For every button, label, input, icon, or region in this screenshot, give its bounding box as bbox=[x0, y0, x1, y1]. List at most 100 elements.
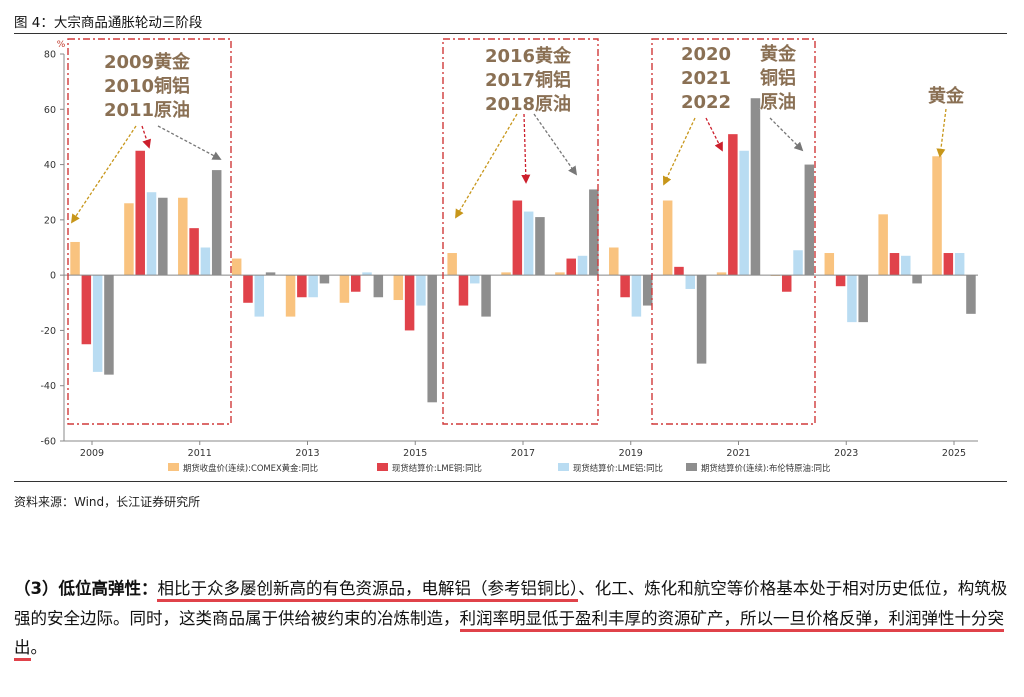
annotation-2020-2022: 2020 2021 2022 bbox=[681, 44, 731, 113]
y-tick-label: -20 bbox=[40, 326, 56, 337]
annotation-2016-2018-line: 2018原油 bbox=[485, 93, 571, 115]
bar-2024-s4 bbox=[912, 275, 922, 284]
bar-2017-s1 bbox=[501, 272, 511, 276]
bar-2020-s3 bbox=[685, 275, 696, 289]
x-tick-label: 2009 bbox=[80, 448, 104, 459]
bar-2018-s2 bbox=[566, 258, 576, 276]
bar-2018-s1 bbox=[555, 272, 565, 276]
arrow-gray-2011 bbox=[157, 125, 222, 160]
bar-2010-s2 bbox=[135, 150, 145, 276]
bar-2020-s2 bbox=[674, 266, 684, 276]
source-note: 资料来源：Wind，长江证券研究所 bbox=[14, 495, 201, 509]
x-tick-label: 2025 bbox=[942, 448, 966, 459]
bar-2015-s4 bbox=[427, 275, 437, 403]
bar-2016-s2 bbox=[458, 275, 469, 306]
bar-2017-s2 bbox=[512, 200, 523, 276]
x-tick-label: 2011 bbox=[188, 448, 212, 459]
bar-2010-s4 bbox=[158, 197, 168, 276]
bar-2018-s3 bbox=[577, 255, 588, 276]
bar-2023-s4 bbox=[858, 275, 868, 323]
bar-2019-s4 bbox=[642, 275, 653, 306]
x-tick-label: 2021 bbox=[726, 448, 750, 459]
annotation-2016-2018: 2016黄金 2017铜铝 2018原油 bbox=[485, 45, 572, 115]
highlight-box-2009-2011 bbox=[67, 38, 232, 425]
legend-label-2: 现货结算价:LME铜:同比 bbox=[392, 463, 482, 473]
x-tick-label: 2017 bbox=[511, 448, 535, 459]
annotation-2009-2011-line: 2010铜铝 bbox=[104, 75, 190, 97]
bar-chart: 80 60 40 20 0 -20 -40 -60% 2009 2011 2013 2015 2017 2… bbox=[40, 38, 978, 473]
legend-label-3: 现货结算价:LME铝:同比 bbox=[573, 463, 663, 473]
bar-2014-s4 bbox=[373, 275, 384, 298]
arrow-red-2021 bbox=[705, 117, 723, 152]
bar-2025-s2 bbox=[943, 253, 954, 276]
legend-swatch-3 bbox=[558, 463, 569, 471]
annotation-2009-2011-line: 2011原油 bbox=[104, 99, 190, 121]
bar-2022-s2 bbox=[781, 275, 792, 292]
underlined-text-2: 利润率明显低于盈利丰厚的资源矿产，所以一旦价格反弹，利润弹性十分突出 bbox=[14, 608, 1004, 661]
bar-2014-s3 bbox=[362, 272, 372, 276]
bar-2019-s3 bbox=[631, 275, 642, 317]
bar-2009-s3 bbox=[92, 275, 103, 372]
arrow-gold-2016 bbox=[455, 113, 518, 219]
annotation-gold-2025: 黄金 bbox=[928, 85, 965, 107]
bar-2012-s1 bbox=[231, 258, 242, 276]
bar-2010-s1 bbox=[124, 203, 134, 276]
bar-2012-s2 bbox=[243, 275, 253, 303]
bottom-rule bbox=[14, 481, 1007, 482]
bar-2015-s2 bbox=[404, 275, 415, 331]
bar-2014-s2 bbox=[350, 275, 361, 292]
bar-2016-s1 bbox=[447, 253, 457, 276]
bar-2022-s3 bbox=[793, 250, 803, 276]
highlight-box-2020-2022 bbox=[651, 38, 816, 425]
legend-swatch-1 bbox=[168, 463, 179, 471]
bar-2021-s1 bbox=[716, 272, 727, 276]
bar-2020-s1 bbox=[662, 200, 673, 276]
underlined-text-1: 相比于众多屡创新高的有色资源品，电解铝（参考铝铜比） bbox=[157, 579, 579, 602]
y-tick-label: 0 bbox=[50, 271, 56, 282]
bar-2023-s3 bbox=[847, 275, 857, 323]
bar-2013-s2 bbox=[297, 275, 307, 298]
bar-2023-s1 bbox=[824, 253, 835, 276]
bar-2024-s1 bbox=[878, 214, 888, 276]
y-tick-label: 20 bbox=[44, 215, 56, 226]
bar-2010-s3 bbox=[146, 192, 157, 276]
bar-2009-s2 bbox=[81, 275, 92, 345]
annotation-2020-2022-line: 2020 bbox=[681, 44, 731, 65]
bar-2021-s4 bbox=[750, 98, 761, 276]
bar-2015-s1 bbox=[393, 275, 404, 301]
highlight-box-2016-2018 bbox=[442, 38, 599, 425]
annotation-commodities-line: 原油 bbox=[760, 91, 796, 113]
arrow-gold-2025 bbox=[936, 108, 947, 158]
paragraph-text-4: 。 bbox=[30, 638, 48, 657]
x-tick-label: 2013 bbox=[295, 448, 319, 459]
arrow-gold-2009 bbox=[70, 125, 137, 224]
annotation-2016-2018-line: 2016黄金 bbox=[485, 45, 572, 67]
paragraph-lead: （3）低位高弹性： bbox=[14, 579, 158, 598]
legend-label-1: 期货收盘价(连续):COMEX黄金:同比 bbox=[183, 463, 318, 473]
bar-2024-s3 bbox=[901, 255, 911, 276]
y-tick-label: 60 bbox=[44, 105, 56, 116]
bar-2025-s4 bbox=[966, 275, 976, 314]
x-tick-label: 2015 bbox=[403, 448, 427, 459]
bar-2013-s4 bbox=[319, 275, 330, 284]
bar-2022-s4 bbox=[804, 164, 815, 276]
annotation-commodities-line: 黄金 bbox=[760, 43, 797, 65]
bar-2012-s3 bbox=[254, 275, 265, 317]
arrow-gray-2018 bbox=[533, 113, 578, 176]
bar-2016-s4 bbox=[481, 275, 491, 317]
y-tick-label: 40 bbox=[44, 160, 56, 171]
bar-2016-s3 bbox=[470, 275, 480, 284]
bar-2011-s3 bbox=[200, 247, 211, 276]
bar-2019-s1 bbox=[609, 247, 619, 276]
bar-2009-s1 bbox=[70, 241, 80, 276]
figure-title: 图 4：大宗商品通胀轮动三阶段 bbox=[14, 15, 203, 31]
legend-label-4: 期货结算价(连续):布伦特原油:同比 bbox=[701, 463, 830, 473]
top-rule bbox=[14, 33, 1007, 34]
y-unit-label: % bbox=[57, 40, 66, 50]
annotation-commodities-line: 铜铝 bbox=[760, 67, 796, 89]
bar-2013-s3 bbox=[308, 275, 318, 298]
x-tick-label: 2019 bbox=[619, 448, 643, 459]
bar-2021-s2 bbox=[728, 134, 738, 276]
bar-2011-s4 bbox=[211, 170, 222, 276]
paragraph-text-2: 、化工、炼化和航空等价格基本处于相对历史低位，构筑极强的安全边际。同时，这类商品… bbox=[14, 579, 1008, 628]
